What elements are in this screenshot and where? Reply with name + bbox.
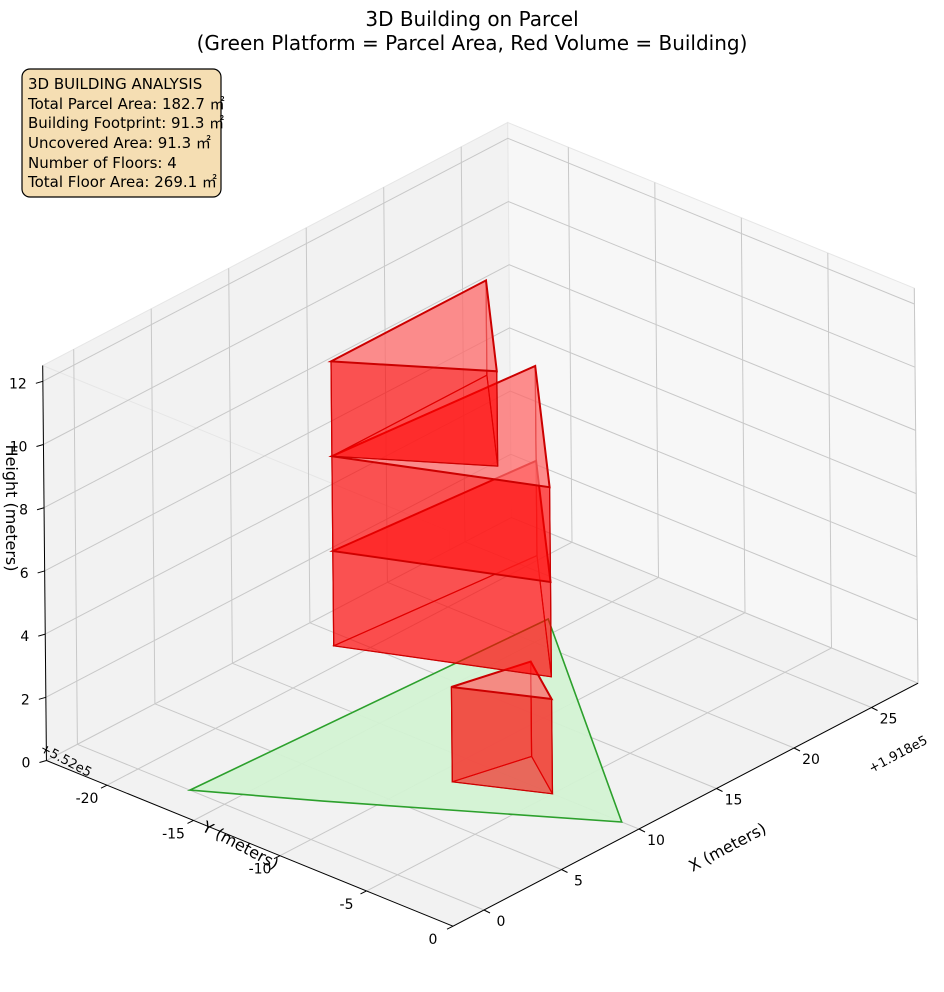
y-tick	[187, 820, 194, 824]
axis-lines	[42, 365, 919, 927]
x-tick-label: 10	[647, 833, 665, 849]
z-tick	[37, 570, 45, 574]
y-tick-label: 0	[429, 932, 438, 948]
y-tick-label: -15	[162, 826, 185, 842]
x-tick	[561, 869, 568, 873]
x-tick-label: 0	[497, 914, 506, 930]
z-tick-label: 10	[10, 440, 28, 456]
chart-title-line-2: (Green Platform = Parcel Area, Red Volum…	[197, 31, 748, 55]
z-grid-line	[43, 264, 916, 509]
x-axis-line	[452, 682, 919, 927]
tick-marks: 0 5 10 15 20 25 -20 -15 -10 -5 0 0 2 4 6 8 10 12	[9, 376, 897, 948]
y-tick	[100, 784, 108, 789]
z-tick-label: 12	[9, 376, 27, 392]
z-grid-line	[42, 137, 915, 382]
z-tick-label: 4	[20, 629, 29, 645]
x-tick	[716, 788, 723, 792]
x-tick-label: 5	[574, 874, 583, 890]
plot-polygons	[186, 278, 623, 823]
info-box-line: Total Parcel Area: 182.7 ㎡	[27, 95, 225, 113]
info-box-line: Number of Floors: 4	[28, 154, 177, 172]
z-tick	[36, 444, 44, 448]
y-axis-line	[46, 760, 454, 927]
info-box: 3D BUILDING ANALYSIS Total Parcel Area: …	[21, 68, 225, 198]
x-tick-label: 15	[725, 793, 743, 809]
z-tick	[39, 760, 47, 764]
x-tick	[793, 747, 801, 752]
x-tick	[638, 828, 646, 833]
info-box-background	[21, 68, 222, 198]
floor-top-face	[327, 278, 498, 373]
y-tick-label: -20	[76, 791, 99, 807]
z-tick-label: 0	[22, 756, 31, 772]
building-floor	[450, 660, 554, 795]
floor-top-face	[328, 364, 551, 489]
info-box-line: 3D BUILDING ANALYSIS	[28, 75, 202, 93]
y-tick	[446, 925, 454, 930]
x-tick-label: 25	[880, 712, 898, 728]
z-tick-label: 6	[20, 566, 29, 582]
z-axis-line	[42, 365, 47, 761]
z-tick	[36, 507, 45, 511]
z-grid-line	[43, 200, 916, 445]
z-tick	[38, 633, 46, 637]
chart-title-line-1: 3D Building on Parcel	[365, 7, 578, 31]
z-grid-line	[44, 327, 917, 572]
x-axis-label: X (meters)	[685, 819, 769, 876]
y-tick	[273, 855, 281, 860]
info-box-line: Total Floor Area: 269.1 ㎡	[27, 173, 217, 191]
z-tick-label: 8	[19, 503, 28, 519]
z-tick	[38, 696, 46, 700]
z-axis-label: Height (meters)	[2, 445, 21, 572]
floor-top-face	[451, 660, 554, 701]
info-box-line: Building Footprint: 91.3 ㎡	[28, 114, 224, 132]
y-tick	[360, 890, 367, 895]
x-tick-label: 20	[802, 752, 820, 768]
z-tick	[35, 380, 43, 384]
building-floor	[327, 278, 499, 467]
info-box-line: Uncovered Area: 91.3 ㎡	[28, 134, 211, 152]
y-tick-label: -10	[249, 862, 272, 878]
floor-side-face	[450, 686, 554, 795]
x-tick	[871, 707, 878, 711]
z-tick-label: 2	[21, 692, 30, 708]
x-offset-label: +1.918e5	[866, 733, 930, 776]
floor-side-face	[330, 360, 499, 467]
x-tick	[483, 909, 491, 914]
building-floor	[328, 364, 552, 583]
y-tick-label: -5	[340, 897, 354, 913]
building-floor	[329, 459, 553, 678]
